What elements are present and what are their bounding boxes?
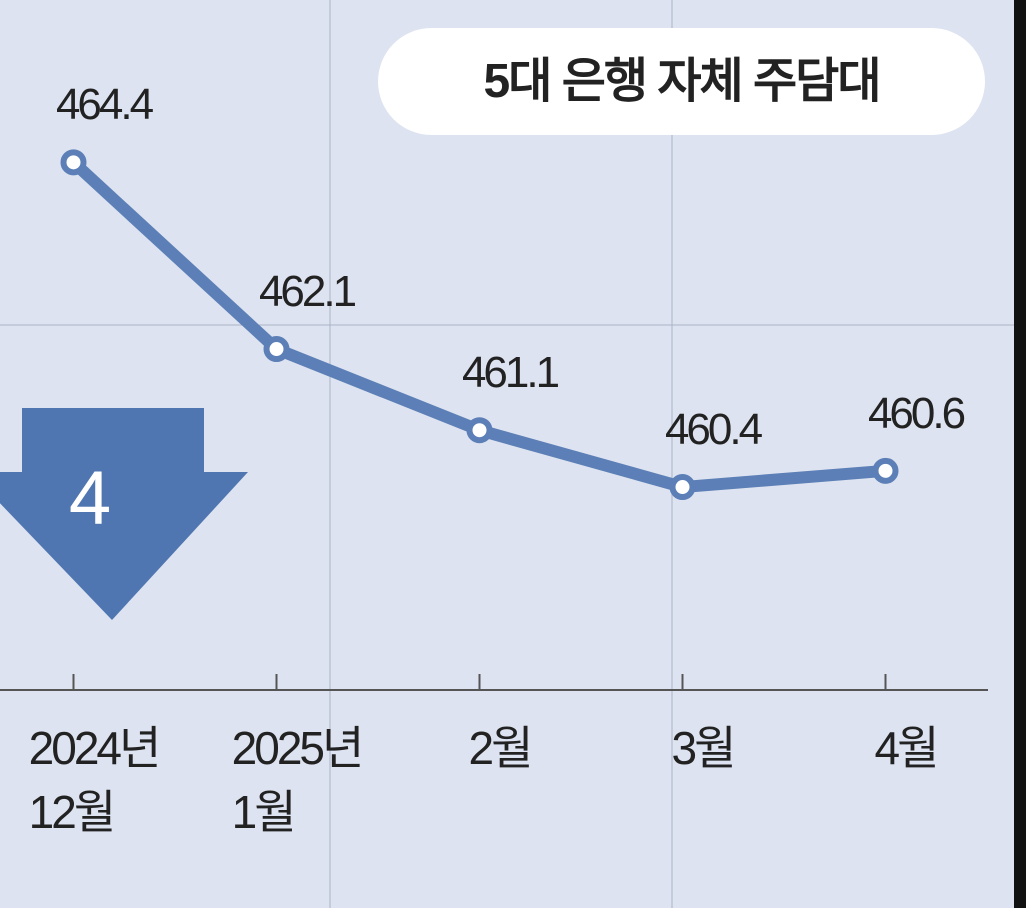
- edge: [1014, 0, 1026, 908]
- x-tick-label: 4월: [874, 722, 940, 774]
- x-tick-label: 3월: [671, 722, 737, 774]
- point: [60, 149, 87, 176]
- point: [263, 336, 290, 363]
- data-label: 460.4: [664, 405, 763, 455]
- x-tick-label: 2월: [468, 722, 534, 774]
- data-label: 461.1: [461, 348, 560, 398]
- down-arrow: [0, 408, 248, 620]
- data-label: 462.1: [258, 267, 357, 317]
- annotation: 4: [68, 456, 112, 541]
- data-label: 460.6: [867, 388, 966, 438]
- x-tick-label: 2025년 1월: [231, 722, 365, 838]
- title-badge: 5대 은행 자체 주담대: [378, 28, 985, 135]
- point: [872, 457, 899, 484]
- data-label: 464.4: [55, 80, 154, 130]
- x-tick-label: 2024년 12월: [28, 722, 162, 838]
- point: [466, 417, 493, 444]
- point: [669, 474, 696, 501]
